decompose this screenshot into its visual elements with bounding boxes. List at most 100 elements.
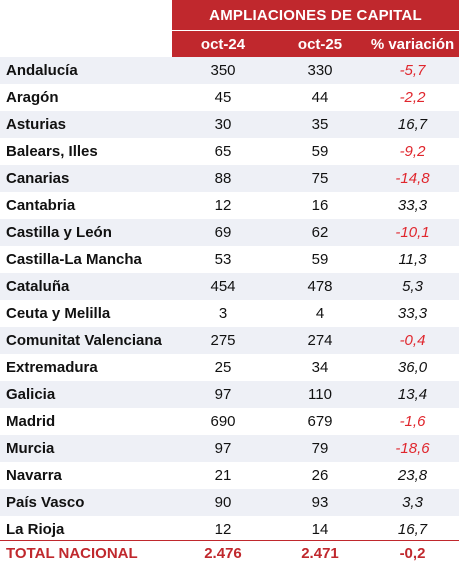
table-row: Aragón 45 44 -2,2 — [0, 84, 459, 111]
region-name: Ceuta y Melilla — [6, 305, 111, 322]
region-name: Navarra — [6, 467, 62, 484]
value-oct-24: 275 — [210, 332, 236, 349]
region-name: Castilla y León — [6, 224, 112, 241]
value-oct-25: 478 — [307, 278, 333, 295]
value-oct-25: 26 — [311, 467, 329, 484]
value-variation: 33,3 — [397, 197, 428, 214]
column-header-variation: % variación — [370, 35, 455, 53]
region-name: País Vasco — [6, 494, 85, 511]
value-oct-24: 30 — [214, 116, 232, 133]
table-row: Asturias 30 35 16,7 — [0, 111, 459, 138]
value-oct-24: 350 — [210, 62, 236, 79]
region-name: Castilla-La Mancha — [6, 251, 142, 268]
value-oct-25: 62 — [311, 224, 329, 241]
table-row: Galicia 97 110 13,4 — [0, 381, 459, 408]
value-variation: -0,4 — [399, 332, 426, 349]
value-oct-24: 45 — [214, 89, 232, 106]
region-name: Galicia — [6, 386, 56, 403]
value-oct-25: 34 — [311, 359, 329, 376]
value-variation: 33,3 — [397, 305, 428, 322]
table-row: Extremadura 25 34 36,0 — [0, 354, 459, 381]
region-name: Comunitat Valenciana — [6, 332, 162, 349]
value-oct-25: 14 — [311, 521, 329, 538]
region-name: Canarias — [6, 170, 70, 187]
region-name: Balears, Illes — [6, 143, 98, 160]
value-variation: -2,2 — [399, 89, 426, 106]
table-row: La Rioja 12 14 16,7 — [0, 516, 459, 543]
value-oct-24: 690 — [210, 413, 236, 430]
value-oct-24: 53 — [214, 251, 232, 268]
value-variation: -5,7 — [399, 62, 426, 79]
value-oct-24: 454 — [210, 278, 236, 295]
value-oct-25: 16 — [311, 197, 329, 214]
value-oct-25: 110 — [308, 386, 332, 403]
region-name: Andalucía — [6, 62, 78, 79]
value-oct-24: 65 — [214, 143, 232, 160]
value-oct-24: 12 — [214, 197, 232, 214]
value-oct-24: 88 — [214, 170, 232, 187]
table-row: Murcia 97 79 -18,6 — [0, 435, 459, 462]
region-name: Cataluña — [6, 278, 70, 295]
value-oct-25: 59 — [311, 143, 329, 160]
column-header-oct-25: oct-25 — [297, 35, 343, 53]
value-oct-25: 330 — [307, 62, 333, 79]
table-row: Madrid 690 679 -1,6 — [0, 408, 459, 435]
value-oct-25: 4 — [315, 305, 325, 322]
region-name: Aragón — [6, 89, 59, 106]
value-variation: -14,8 — [395, 170, 430, 187]
value-variation: 11,3 — [398, 251, 427, 268]
table-row: Cantabria 12 16 33,3 — [0, 192, 459, 219]
value-oct-25: 93 — [311, 494, 329, 511]
table-title: AMPLIACIONES DE CAPITAL — [172, 0, 459, 30]
table-row: Andalucía 350 330 -5,7 — [0, 57, 459, 84]
value-oct-25: 75 — [311, 170, 329, 187]
table-row: Navarra 21 26 23,8 — [0, 462, 459, 489]
value-variation: -9,2 — [399, 143, 426, 160]
region-name: Madrid — [6, 413, 56, 430]
region-name: La Rioja — [6, 521, 65, 538]
value-oct-25: 274 — [307, 332, 333, 349]
table-row: Canarias 88 75 -14,8 — [0, 165, 459, 192]
total-oct-25: 2.471 — [301, 544, 339, 562]
table-row: País Vasco 90 93 3,3 — [0, 489, 459, 516]
value-variation: 3,3 — [402, 494, 423, 511]
total-row: TOTAL NACIONAL 2.476 2.471 -0,2 — [0, 540, 459, 565]
value-oct-25: 44 — [311, 89, 329, 106]
value-variation: 16,7 — [397, 521, 428, 538]
value-oct-24: 12 — [214, 521, 232, 538]
value-variation: -18,6 — [395, 440, 430, 457]
value-oct-24: 21 — [214, 467, 232, 484]
value-oct-24: 90 — [214, 494, 232, 511]
value-oct-25: 79 — [311, 440, 329, 457]
table-row: Balears, Illes 65 59 -9,2 — [0, 138, 459, 165]
value-oct-25: 59 — [311, 251, 329, 268]
table-row: Ceuta y Melilla 3 4 33,3 — [0, 300, 459, 327]
value-oct-24: 25 — [214, 359, 232, 376]
table-row: Castilla-La Mancha 53 59 11,3 — [0, 246, 459, 273]
total-label: TOTAL NACIONAL — [6, 544, 138, 562]
value-oct-25: 35 — [311, 116, 329, 133]
value-variation: 23,8 — [397, 467, 428, 484]
value-variation: 13,4 — [397, 386, 428, 403]
value-variation: 5,3 — [402, 278, 423, 295]
region-name: Asturias — [6, 116, 67, 133]
region-name: Extremadura — [6, 359, 98, 376]
value-oct-24: 3 — [218, 305, 228, 322]
table-body: Andalucía 350 330 -5,7 Aragón 45 44 -2,2 Asturia… — [0, 57, 459, 543]
value-variation: -10,1 — [395, 224, 430, 241]
total-variation: -0,2 — [399, 544, 426, 562]
table-row: Cataluña 454 478 5,3 — [0, 273, 459, 300]
value-oct-24: 69 — [214, 224, 232, 241]
value-oct-24: 97 — [214, 440, 232, 457]
column-header-oct-24: oct-24 — [200, 35, 246, 53]
value-variation: 36,0 — [397, 359, 428, 376]
column-headers: oct-24 oct-25 % variación — [172, 31, 459, 57]
region-name: Cantabria — [6, 197, 76, 214]
value-variation: 16,7 — [397, 116, 428, 133]
region-name: Murcia — [6, 440, 55, 457]
table-row: Comunitat Valenciana 275 274 -0,4 — [0, 327, 459, 354]
total-oct-24: 2.476 — [204, 544, 242, 562]
table-row: Castilla y León 69 62 -10,1 — [0, 219, 459, 246]
value-oct-24: 97 — [214, 386, 232, 403]
